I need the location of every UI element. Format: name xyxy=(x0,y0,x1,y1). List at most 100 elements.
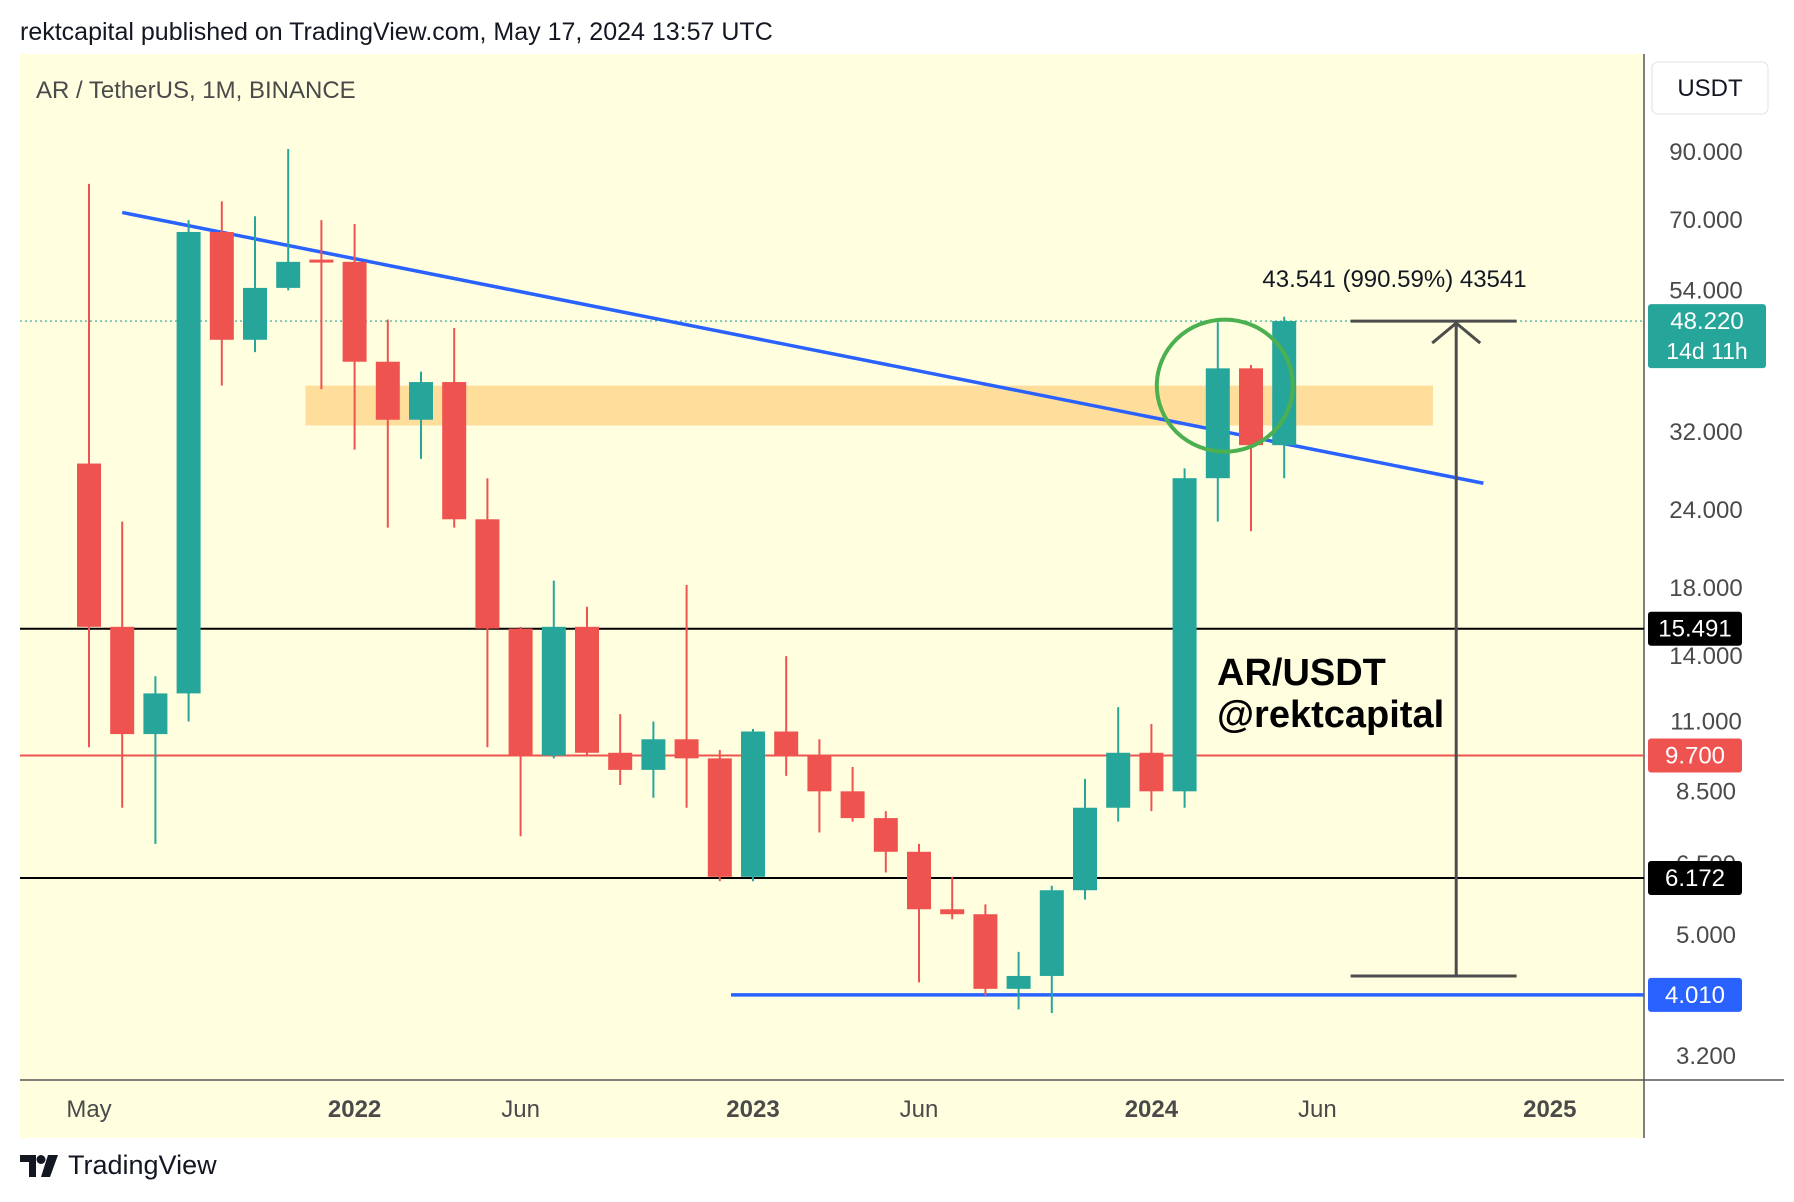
price-badge-bg xyxy=(1648,977,1742,1012)
y-tick-label: 18.000 xyxy=(1669,575,1742,602)
price-badge-label: 4.010 xyxy=(1665,982,1725,1009)
price-badge-label: 15.491 xyxy=(1658,616,1731,643)
last-price-countdown: 14d 11h xyxy=(1666,338,1747,364)
candle[interactable] xyxy=(110,521,135,808)
candle-body xyxy=(176,231,201,694)
candle[interactable] xyxy=(873,811,898,873)
price-badge: 4.010 xyxy=(1648,977,1742,1012)
candle-body xyxy=(1239,368,1263,446)
y-tick-label: 24.000 xyxy=(1669,497,1742,524)
y-tick-label: 70.000 xyxy=(1669,207,1742,234)
candle[interactable] xyxy=(608,714,633,786)
candle[interactable] xyxy=(442,328,467,528)
y-tick-label: 90.000 xyxy=(1669,139,1742,166)
candle-body xyxy=(641,739,666,770)
candle[interactable] xyxy=(508,626,533,837)
candle-body xyxy=(1139,752,1164,792)
candle-body xyxy=(77,463,101,627)
candle-body xyxy=(774,731,799,756)
candle-body xyxy=(674,739,699,759)
candle-body xyxy=(442,382,467,520)
candle-body xyxy=(973,914,998,989)
candle-body xyxy=(110,626,135,735)
candle-body xyxy=(608,752,633,770)
candle[interactable] xyxy=(707,750,732,882)
candle[interactable] xyxy=(907,843,931,983)
candle-body xyxy=(1172,478,1197,792)
price-badge: 15.491 xyxy=(1648,611,1742,646)
candle[interactable] xyxy=(641,721,666,798)
candle[interactable] xyxy=(807,739,832,833)
candle[interactable] xyxy=(674,585,699,808)
candle[interactable] xyxy=(973,904,998,996)
candle-body xyxy=(1205,368,1230,479)
candle-body xyxy=(1073,807,1097,891)
measure-arrow-head xyxy=(1431,321,1482,345)
candle[interactable] xyxy=(1139,723,1164,812)
price-badge-label: 6.172 xyxy=(1665,865,1725,892)
candle-body xyxy=(209,231,234,340)
candle[interactable] xyxy=(409,371,433,459)
candle-body xyxy=(243,287,267,340)
candle[interactable] xyxy=(774,656,799,776)
tradingview-logo-text: TradingView xyxy=(68,1150,217,1180)
candle[interactable] xyxy=(276,149,301,291)
candle[interactable] xyxy=(741,728,765,882)
x-tick-label: 2023 xyxy=(726,1096,779,1123)
measure-label: 43.541 (990.59%) 43541 xyxy=(1262,266,1526,293)
last-price-value: 48.220 xyxy=(1670,308,1743,335)
x-tick-label: May xyxy=(66,1096,111,1123)
x-tick-label: Jun xyxy=(1298,1096,1337,1123)
chart-annotation: @rektcapital xyxy=(1217,694,1444,736)
price-badge-bg xyxy=(1648,738,1742,773)
chart-annotation: AR/USDT xyxy=(1217,652,1386,694)
price-badge-bg xyxy=(1648,861,1742,896)
candle[interactable] xyxy=(309,220,334,390)
y-tick-label: 54.000 xyxy=(1669,277,1742,304)
publish-info: rektcapital published on TradingView.com… xyxy=(20,18,773,46)
candle[interactable] xyxy=(541,580,566,759)
candle[interactable] xyxy=(1205,322,1230,522)
candle[interactable] xyxy=(143,676,168,844)
candle[interactable] xyxy=(176,220,201,722)
x-tick-label: Jun xyxy=(900,1096,939,1123)
candle[interactable] xyxy=(1006,951,1031,1010)
y-tick-label: 3.200 xyxy=(1676,1043,1736,1070)
candle[interactable] xyxy=(940,876,965,920)
last-price-badge: 48.220 14d 11h xyxy=(1648,304,1766,369)
candle-body xyxy=(508,628,533,756)
y-tick-label: 14.000 xyxy=(1669,643,1742,670)
candle-body xyxy=(575,626,599,753)
candle[interactable] xyxy=(375,319,400,528)
candle[interactable] xyxy=(209,201,234,386)
candle[interactable] xyxy=(575,606,599,756)
candle[interactable] xyxy=(342,223,367,450)
x-tick-label: Jun xyxy=(501,1096,540,1123)
y-tick-label: 8.500 xyxy=(1676,778,1736,805)
price-badge: 9.700 xyxy=(1648,738,1742,773)
candle[interactable] xyxy=(1172,468,1197,808)
currency-button[interactable]: USDT xyxy=(1651,61,1769,115)
candle[interactable] xyxy=(840,766,865,822)
candle[interactable] xyxy=(1039,885,1064,1014)
candle-body xyxy=(342,261,367,362)
candle[interactable] xyxy=(1073,778,1097,900)
candle-body xyxy=(840,791,865,819)
x-tick-label: 2024 xyxy=(1125,1096,1179,1123)
candle-body xyxy=(1006,975,1031,989)
candle-body xyxy=(541,626,566,756)
symbol-label: AR / TetherUS, 1M, BINANCE xyxy=(36,77,356,104)
candle-body xyxy=(276,261,301,288)
price-badge-bg xyxy=(1648,611,1742,646)
candle-body xyxy=(409,382,433,420)
candle[interactable] xyxy=(475,478,500,748)
tradingview-logo[interactable]: TradingView xyxy=(20,1150,217,1181)
resistance-zone xyxy=(305,385,1433,426)
candle[interactable] xyxy=(1106,707,1131,822)
candle[interactable] xyxy=(77,183,101,748)
candle[interactable] xyxy=(243,216,267,353)
candle-body xyxy=(907,851,931,910)
candle-body xyxy=(475,519,500,629)
candle-body xyxy=(1039,890,1064,976)
